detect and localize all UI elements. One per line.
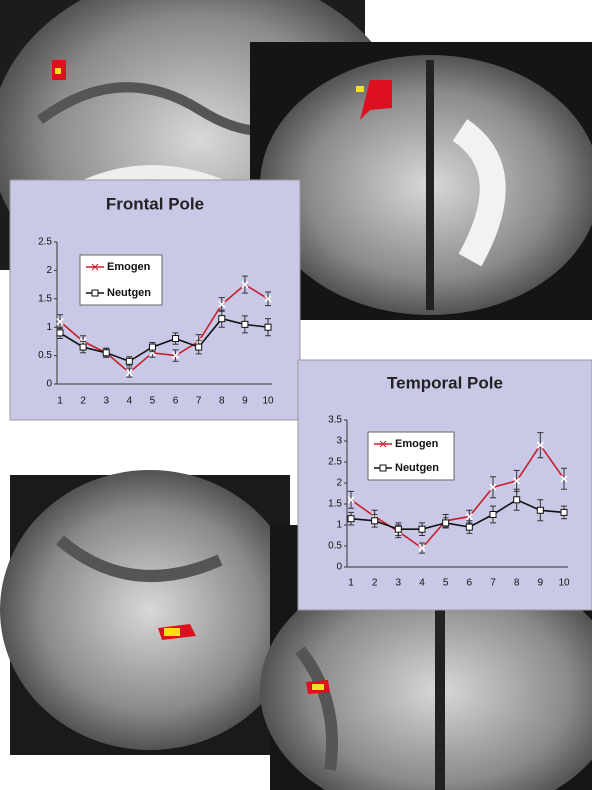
figure: Frontal Pole Temporal Pole 0 0.5 1 1.5 2 2.5 1… [0,0,592,790]
y-tick-label: 2 [336,478,342,489]
y-tick-label: 3.5 [328,415,342,426]
x-tick-label: 2 [372,578,378,589]
legend-marker [380,465,386,471]
x-tick-label: 6 [467,578,473,589]
brain-image-coronal-top [250,42,592,320]
marker [196,344,202,350]
x-tick-label: 9 [242,396,248,407]
marker [419,526,425,532]
marker [219,316,225,322]
brain-image-sagittal-bottom [0,470,300,755]
x-tick-label: 7 [490,578,496,589]
y-tick-label: 1.5 [328,499,342,510]
marker [372,518,378,524]
legend-label: Emogen [395,438,439,450]
x-tick-label: 4 [419,578,425,589]
x-tick-label: 9 [538,578,544,589]
y-tick-label: 0 [336,562,342,573]
marker [490,512,496,518]
y-tick-label: 3 [336,436,342,447]
x-tick-label: 8 [219,396,225,407]
marker [126,358,132,364]
marker [466,524,472,530]
x-tick-label: 3 [396,578,402,589]
x-tick-label: 2 [80,396,86,407]
x-tick-label: 5 [443,578,449,589]
legend-marker [92,290,98,296]
y-tick-label: 1.5 [38,293,52,304]
x-tick-label: 7 [196,396,202,407]
marker [348,516,354,522]
y-tick-label: 0.5 [38,350,52,361]
legend-label: Neutgen [107,287,151,299]
chart-title: Temporal Pole [387,373,503,392]
marker [57,330,63,336]
x-tick-label: 8 [514,578,520,589]
y-tick-label: 0.5 [328,541,342,552]
x-tick-label: 4 [127,396,133,407]
marker [265,324,271,330]
chart-title: Frontal Pole [106,194,204,213]
marker [537,507,543,513]
x-tick-label: 6 [173,396,179,407]
marker [242,321,248,327]
y-tick-label: 1 [46,322,52,333]
legend-label: Neutgen [395,462,439,474]
marker [443,520,449,526]
x-tick-label: 3 [103,396,109,407]
marker [561,509,567,515]
marker [103,350,109,356]
marker [149,344,155,350]
y-tick-label: 2.5 [328,457,342,468]
x-tick-label: 5 [150,396,156,407]
x-tick-label: 10 [262,396,274,407]
y-tick-label: 1 [336,520,342,531]
x-tick-label: 1 [348,578,354,589]
marker [80,344,86,350]
x-tick-label: 1 [57,396,63,407]
y-tick-label: 2 [46,265,52,276]
legend-label: Emogen [107,261,151,273]
marker [173,336,179,342]
chart-panel [298,360,592,610]
marker [395,526,401,532]
y-tick-label: 2.5 [38,237,52,248]
marker [514,497,520,503]
y-tick-label: 0 [46,379,52,390]
x-tick-label: 10 [558,578,570,589]
